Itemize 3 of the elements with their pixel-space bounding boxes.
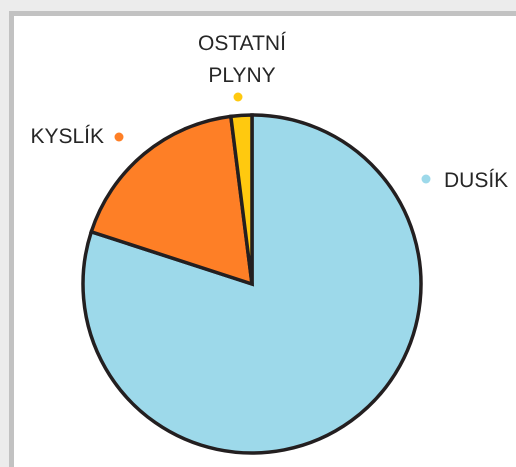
slice-label: OSTATNÍ PLYNY <box>198 31 286 87</box>
legend-label: DUSÍK <box>444 168 508 192</box>
slice-label: KYSLÍK <box>30 124 104 148</box>
